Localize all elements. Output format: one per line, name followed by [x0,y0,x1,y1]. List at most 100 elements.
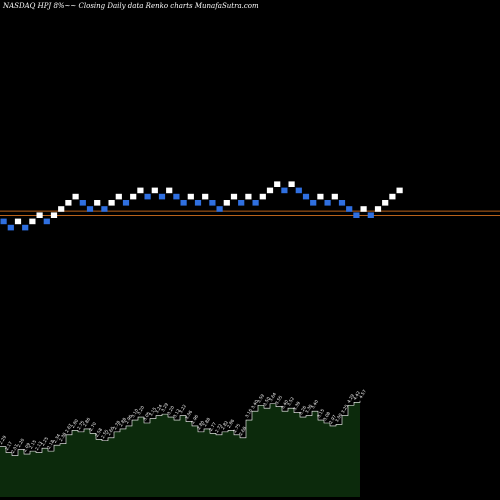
renko-brick-down [173,193,180,200]
renko-brick-up [58,206,65,212]
volume-label: 3.55 [274,394,283,405]
renko-brick-up [108,200,115,206]
renko-brick-down [302,193,310,200]
volume-label: 2.68 [238,425,247,436]
volume-line [0,400,361,456]
renko-brick-down [252,200,259,206]
renko-brick-up [187,193,194,200]
volume-label: 2.29 [0,434,7,445]
renko-brick-down [281,187,288,194]
renko-brick-down [180,200,187,206]
volume-label: 3.15 [316,408,325,419]
renko-brick-up [245,193,252,200]
renko-brick-down [346,206,353,212]
renko-brick-down [0,218,7,225]
renko-brick-down [158,193,166,200]
volume-area [0,400,360,497]
volume-label: 3.30 [304,403,313,414]
renko-brick-up [94,200,101,206]
volume-label: 3.52 [286,396,295,407]
volume-label: 3.16 [244,408,253,419]
volume-label: 2.15 [28,439,37,450]
renko-brick-up [29,218,36,225]
renko-brick-down [209,200,216,206]
volume-label: 2.72 [214,422,223,433]
volume-label: 3.06 [184,409,193,420]
renko-brick-down [144,193,151,200]
volume-label: 2.80 [70,418,79,429]
volume-label: 3.20 [136,405,145,416]
volume-label: 2.96 [124,414,133,425]
renko-brick-down [353,212,360,218]
volume-label: 3.22 [178,403,187,414]
volume-label: 3.12 [172,408,181,419]
renko-brick-down [295,187,302,194]
renko-bricks [0,181,403,231]
volume-label: 2.88 [202,417,211,428]
volume-label: 2.07 [10,443,19,454]
volume-label: 2.80 [196,420,205,431]
volume-label: 2.34 [52,433,61,444]
renko-brick-up [230,193,238,200]
renko-brick-up [223,200,230,206]
volume-label: 2.86 [82,417,91,428]
renko-brick-up [360,206,367,212]
renko-brick-down [324,200,331,206]
volume-label: 3.24 [154,403,163,414]
renko-brick-up [50,212,58,218]
volume-label: 2.82 [220,420,229,431]
chart-header: NASDAQ HPJ 8%~~ Closing Daily data Renko… [2,2,259,10]
renko-brick-down [22,224,29,231]
volume-label: 3.29 [160,402,169,413]
volume-panel: 2.292.172.072.202.092.152.132.252.182.34… [0,388,367,497]
volume-label: 2.18 [46,439,55,450]
volume-label: 2.13 [34,440,43,451]
renko-brick-down [86,206,94,212]
renko-brick-down [43,218,50,225]
renko-brick-down [367,212,374,218]
renko-brick-up [382,200,389,206]
volume-label: 3.10 [130,408,139,419]
volume-label: 2.25 [40,436,49,447]
volume-label: 4.29 [346,393,355,404]
renko-brick-up [331,193,338,200]
renko-brick-up [65,200,72,206]
volume-label: 3.26 [298,405,307,416]
renko-brick-up [202,193,209,200]
volume-label: 2.86 [226,418,235,429]
volume-label: 2.97 [328,414,337,425]
renko-brick-up [396,187,403,194]
volume-label: 2.55 [100,428,109,439]
volume-label: 3.59 [256,393,265,404]
volume-label: 2.20 [16,437,25,448]
volume-label: 2.09 [22,442,31,453]
renko-brick-up [317,193,324,200]
renko-brick-up [72,193,79,200]
renko-brick-up [130,193,137,200]
renko-brick-down [338,200,346,206]
volume-label: 3.40 [250,399,259,410]
renko-brick-down [7,224,14,231]
renko-brick-up [36,212,43,218]
volume-label: 3.40 [280,399,289,410]
renko-brick-up [288,181,295,187]
volume-label: 2.38 [58,431,67,442]
volume-label: 2.75 [76,420,85,431]
volume-label: 3.08 [322,411,331,422]
renko-brick-up [137,187,144,194]
volume-label: 2.58 [94,427,103,438]
volume-label: 3.50 [262,396,271,407]
volume-label: 3.25 [340,403,349,414]
volume-label: 2.78 [112,420,121,431]
volume-label: 2.88 [118,417,127,428]
renko-brick-up [259,193,266,200]
volume-label: 3.39 [292,400,301,411]
renko-brick-down [122,200,130,206]
renko-brick-up [166,187,173,194]
renko-brick-up [274,181,281,187]
renko-brick-down [101,206,108,212]
volume-label: 2.60 [106,425,115,436]
volume-label: 3.15 [148,406,157,417]
renko-brick-up [151,187,158,194]
